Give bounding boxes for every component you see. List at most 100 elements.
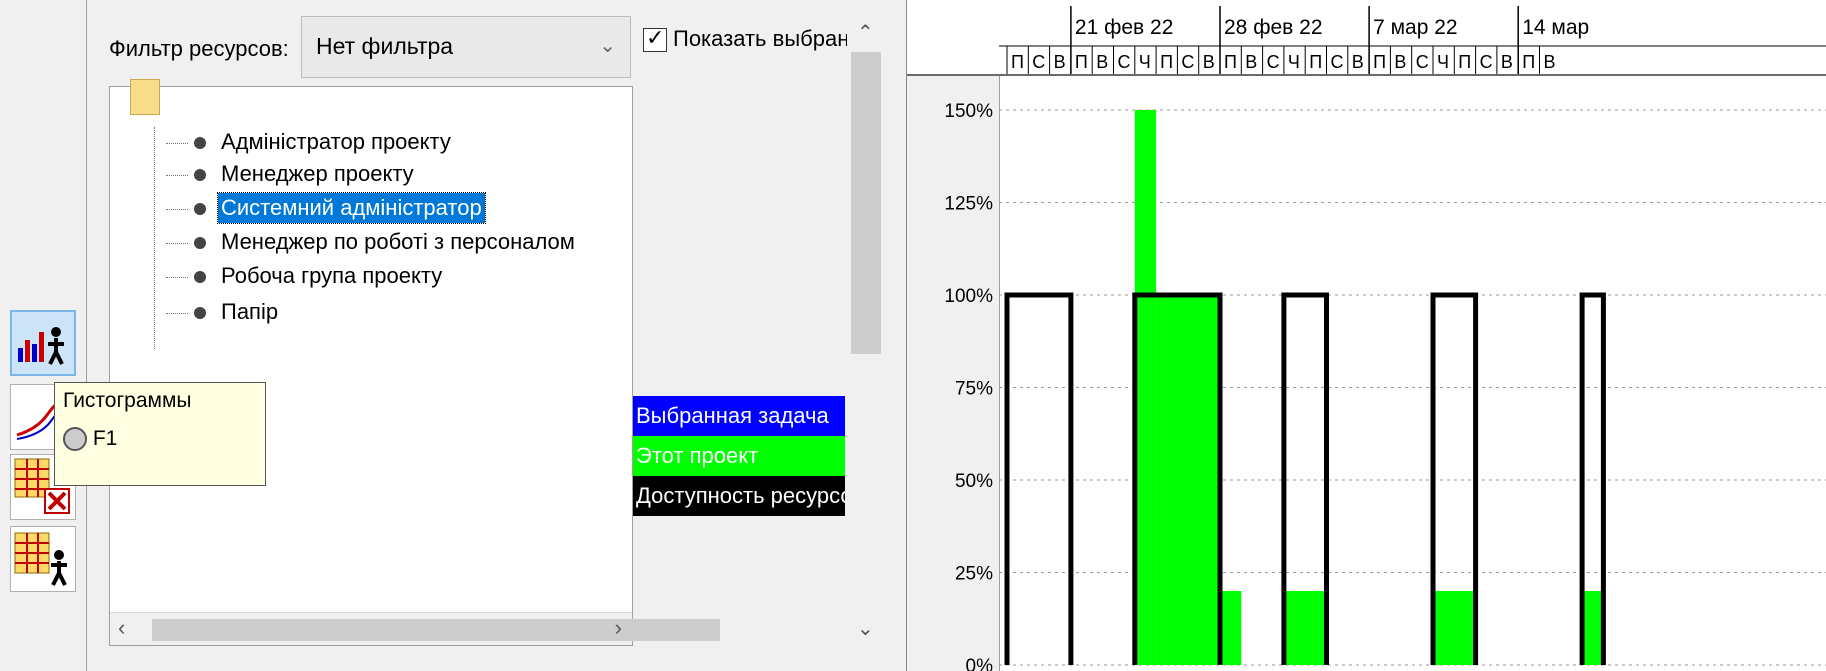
tooltip: Гистограммы F1 <box>54 382 266 486</box>
y-tick-label: 100% <box>944 286 993 307</box>
filter-value: Нет фильтра <box>316 33 454 59</box>
filter-label: Фильтр ресурсов: <box>109 36 289 61</box>
scroll-right-icon[interactable]: › <box>614 615 622 640</box>
resource-label: Робоча група проекту <box>221 263 443 288</box>
chevron-down-icon: ⌄ <box>599 35 616 57</box>
availability-outline <box>1579 292 1606 665</box>
tree-connector <box>166 312 188 314</box>
resource-tree-item[interactable]: Системний адміністратор <box>166 192 486 224</box>
resource-filter-select[interactable]: Нет фильтра ⌄ <box>301 16 631 78</box>
day-label: В <box>1096 52 1108 72</box>
week-label: 21 фев 22 <box>1075 16 1174 39</box>
day-label: Ч <box>1288 52 1300 72</box>
resource-tree[interactable]: Адміністратор проекту Менеджер проекту Сис… <box>109 79 720 646</box>
show-selected-label: Показать выбранн <box>673 26 862 51</box>
tree-connector <box>166 242 188 244</box>
histogram-icon <box>18 327 64 365</box>
resource-label: Менеджер по роботі з персоналом <box>221 229 575 254</box>
legend-item: Этот проект <box>633 436 845 476</box>
project-bar <box>1283 591 1327 665</box>
tooltip-title: Гистограммы <box>63 389 192 412</box>
day-label: П <box>1160 52 1173 72</box>
project-bar <box>1220 591 1242 665</box>
day-label: П <box>1458 52 1471 72</box>
week-label: 28 фев 22 <box>1224 16 1323 39</box>
project-bar <box>1134 110 1157 665</box>
scroll-thumb[interactable] <box>152 619 720 641</box>
day-label: С <box>1480 52 1493 72</box>
legend-item: Выбранная задача <box>633 396 845 436</box>
scroll-thumb[interactable] <box>851 52 881 354</box>
y-tick-label: 50% <box>955 471 993 492</box>
availability-outline <box>1281 292 1329 665</box>
day-label: Ч <box>1437 52 1449 72</box>
day-label: В <box>1501 52 1513 72</box>
resource-tree-item[interactable]: Менеджер проекту <box>166 159 417 189</box>
scroll-left-icon[interactable]: ‹ <box>118 615 126 640</box>
day-label: В <box>1544 52 1556 72</box>
day-label: В <box>1203 52 1215 72</box>
tooltip-shortcut: F1 <box>92 427 118 450</box>
day-label: П <box>1309 52 1322 72</box>
resource-tree-item[interactable]: Адміністратор проекту <box>166 127 454 157</box>
resource-table-button[interactable] <box>10 526 76 592</box>
y-tick-label: 25% <box>955 564 993 585</box>
day-label: В <box>1352 52 1364 72</box>
day-label: С <box>1416 52 1429 72</box>
y-tick-label: 125% <box>944 194 993 215</box>
table-remove-icon <box>14 458 70 514</box>
legend-item: Доступность ресурсов <box>633 476 845 516</box>
day-label: С <box>1181 52 1194 72</box>
show-selected-checkbox[interactable]: ✓ <box>643 25 667 53</box>
view-toolbar <box>0 0 87 671</box>
tree-connector <box>166 142 188 144</box>
resource-bullet-icon <box>194 271 206 284</box>
tree-connector <box>166 208 188 210</box>
day-label: П <box>1011 52 1024 72</box>
resource-bullet-icon <box>194 203 206 216</box>
week-label: 7 мар 22 <box>1373 16 1458 39</box>
vertical-scrollbar[interactable]: ⌃ ⌄ <box>847 0 885 655</box>
horizontal-scrollbar[interactable]: ‹ › <box>110 612 720 645</box>
availability-outline <box>1430 292 1479 665</box>
resource-label: Менеджер проекту <box>221 161 414 186</box>
day-label: В <box>1245 52 1257 72</box>
day-label: С <box>1032 52 1045 72</box>
resource-tree-item[interactable]: Робоча група проекту <box>166 261 445 291</box>
resource-graph-panel: 21 фев 22 28 фев 22 7 мар 22 14 мар П С В П В С Ч П… <box>906 0 1826 671</box>
resource-panel: Фильтр ресурсов: Нет фильтра ⌄ ✓ Показать… <box>86 0 901 671</box>
project-bar <box>1156 295 1220 665</box>
help-icon <box>63 427 87 452</box>
resource-tree-item[interactable]: Менеджер по роботі з персоналом <box>166 227 578 257</box>
day-label: С <box>1267 52 1280 72</box>
scroll-up-icon[interactable]: ⌃ <box>857 22 874 44</box>
tree-connector <box>154 127 155 349</box>
folder-icon <box>130 79 160 115</box>
resource-tree-item[interactable]: Папір <box>166 297 281 327</box>
y-tick-label: 150% <box>944 101 993 122</box>
tree-connector <box>166 276 188 278</box>
day-label: В <box>1394 52 1406 72</box>
project-bar <box>1433 591 1476 665</box>
tree-connector <box>166 174 188 176</box>
day-label: П <box>1224 52 1237 72</box>
resource-bullet-icon <box>194 307 206 320</box>
week-label: 14 мар <box>1522 16 1589 39</box>
day-label: Ч <box>1139 52 1151 72</box>
day-label: В <box>1054 52 1066 72</box>
day-label: П <box>1373 52 1386 72</box>
resource-bullet-icon <box>194 237 206 250</box>
show-selected-toggle[interactable]: ✓ Показать выбранн <box>643 25 862 66</box>
day-label: С <box>1331 52 1344 72</box>
timescale <box>907 0 1826 76</box>
checkmark-icon: ✓ <box>646 25 665 51</box>
day-label: П <box>1075 52 1088 72</box>
scroll-down-icon[interactable]: ⌄ <box>857 618 874 640</box>
chart-legend: Выбранная задача Этот проект Доступность р… <box>633 396 845 516</box>
resource-label: Системний адміністратор <box>217 192 486 224</box>
histogram-button[interactable] <box>10 310 76 376</box>
y-tick-label: 0% <box>966 656 994 671</box>
availability-outline <box>1004 292 1074 665</box>
resource-bullet-icon <box>194 169 206 182</box>
